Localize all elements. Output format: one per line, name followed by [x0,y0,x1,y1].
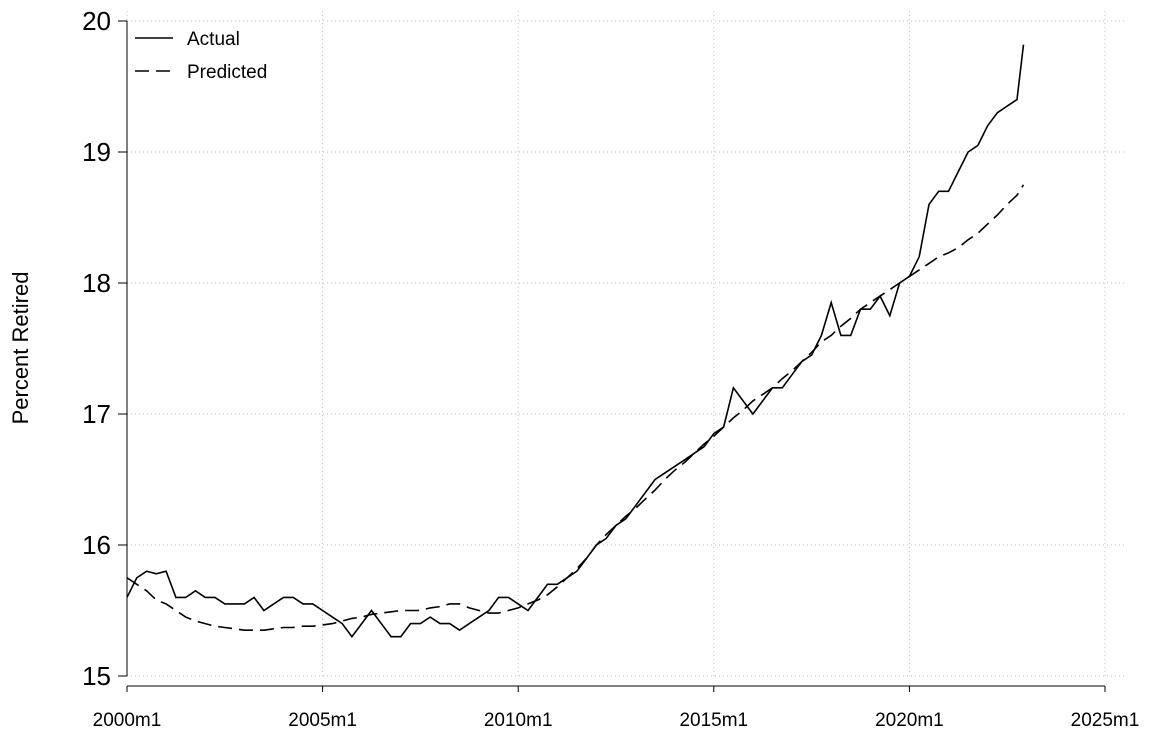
y-axis-label: Percent Retired [8,272,33,425]
x-tick-label: 2015m1 [679,710,748,731]
x-tick-label: 2000m1 [93,710,162,731]
y-tick-label: 20 [82,6,111,36]
x-tick-label: 2005m1 [288,710,357,731]
y-tick-label: 15 [82,661,111,691]
y-tick-label: 17 [82,399,111,429]
x-tick-label: 2025m1 [1071,710,1140,731]
y-tick-label: 16 [82,530,111,560]
x-tick-label: 2010m1 [484,710,553,731]
series-line [126,184,1025,631]
y-tick-label: 19 [82,137,111,167]
legend-label: Actual [187,29,240,50]
x-tick-label: 2020m1 [875,710,944,731]
y-tick-label: 18 [82,268,111,298]
series-line [126,44,1025,639]
legend-label: Predicted [187,62,267,83]
